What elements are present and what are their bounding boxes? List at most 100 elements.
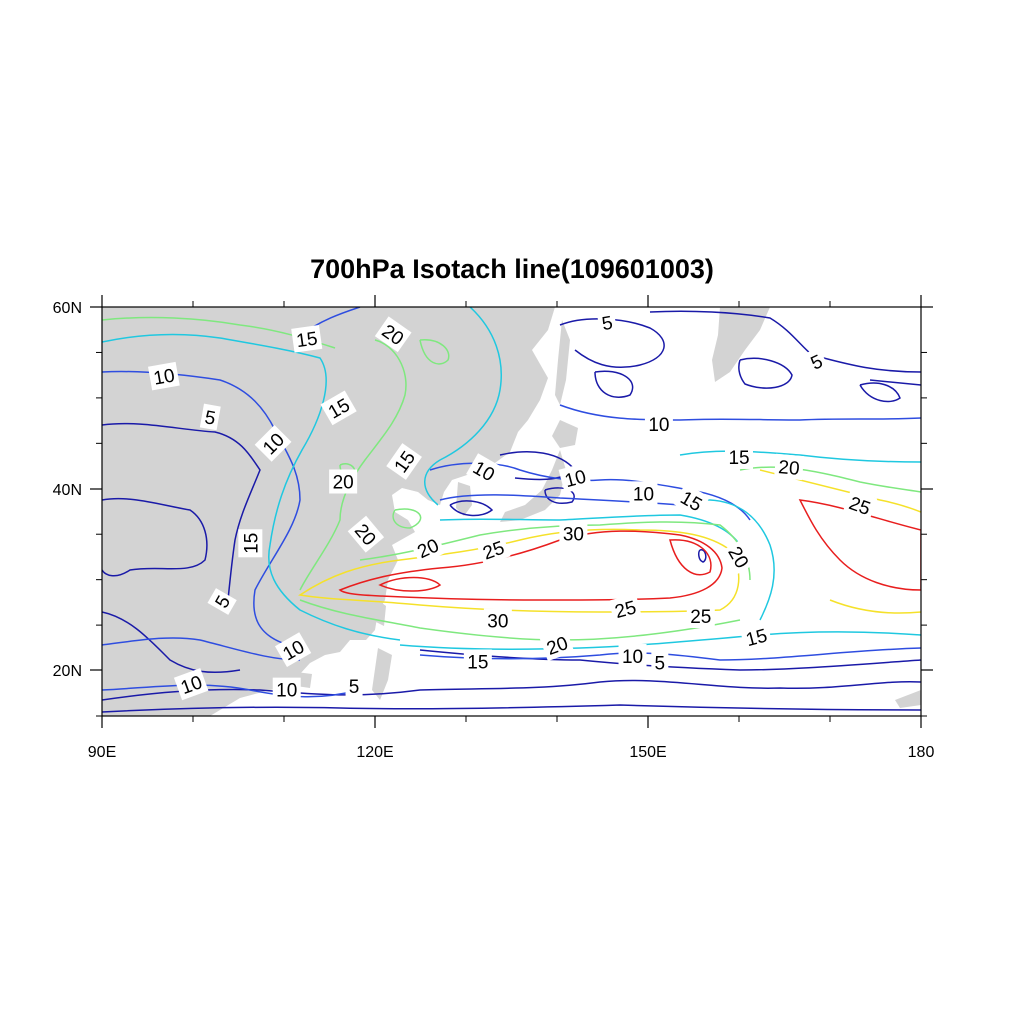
contour-label-box <box>274 632 312 668</box>
contour-label: 20 <box>539 629 575 662</box>
philippines <box>372 648 392 700</box>
contour-label: 10 <box>274 632 312 668</box>
contour-label-box <box>410 531 446 565</box>
contour-label-box <box>238 529 263 558</box>
contour-label-box <box>173 668 209 701</box>
contour-label: 5 <box>803 347 830 377</box>
contour-label: 15 <box>739 621 773 653</box>
contour-label-text: 10 <box>648 415 669 436</box>
contour-label: 15 <box>291 324 323 353</box>
land-layer <box>102 307 921 716</box>
contour-label-text: 25 <box>690 607 711 628</box>
contour-label-box <box>207 588 237 615</box>
contour-label-box <box>618 644 647 669</box>
contour-layer <box>102 307 921 713</box>
contour-label: 20 <box>774 453 805 481</box>
y-tick-label: 60N <box>53 300 82 317</box>
y-tick-label: 40N <box>53 482 82 499</box>
contour-label-text: 20 <box>777 457 800 480</box>
korea <box>456 482 472 516</box>
contour-label-text: 10 <box>622 647 643 668</box>
contour-label-box <box>558 462 592 494</box>
contour-label-text: 30 <box>487 612 508 633</box>
contour-label-box <box>483 608 512 633</box>
contour-label: 25 <box>686 604 715 629</box>
map-title: 700hPa Isotach line(109601003) <box>310 254 714 284</box>
x-tick-label: 120E <box>356 744 393 761</box>
contour-label-text: 15 <box>241 533 262 554</box>
y-tick-label: 20N <box>53 663 82 680</box>
contour-label-text: 5 <box>600 313 614 336</box>
contour-label-box <box>386 443 422 480</box>
contour-label-text: 10 <box>276 681 297 702</box>
contour-label: 10 <box>272 677 301 702</box>
contour-label-box <box>559 521 588 546</box>
contour-label-box <box>842 489 878 522</box>
contour-label: 20 <box>721 538 757 576</box>
contour-label-box <box>254 424 292 462</box>
contour-label-box <box>721 538 757 576</box>
tick-marks <box>90 295 933 728</box>
contour-label-box <box>644 412 673 437</box>
contour-label-text: 15 <box>467 652 488 673</box>
contour-5 <box>102 310 921 713</box>
contour-label: 5 <box>345 674 363 699</box>
contour-label-box <box>463 649 492 674</box>
contour-label-box <box>774 453 805 481</box>
minor-tick-marks <box>96 301 927 722</box>
x-tick-label: 180 <box>908 744 935 761</box>
contour-label: 25 <box>608 593 642 624</box>
contour-label: 10 <box>629 481 658 506</box>
contour-label-box <box>608 593 642 624</box>
contour-15 <box>102 307 921 650</box>
contour-label-text: 5 <box>349 677 360 698</box>
x-tick-label: 150E <box>629 744 666 761</box>
contour-label: 20 <box>329 469 358 494</box>
contour-label-text: 20 <box>333 473 354 494</box>
contour-label: 20 <box>410 531 446 565</box>
contour-label-box <box>199 403 221 431</box>
contour-label: 5 <box>651 650 669 675</box>
aleutian-alaska <box>895 690 921 708</box>
contour-label-box <box>629 481 658 506</box>
contour-label-text: 10 <box>152 365 176 389</box>
japan-honshu <box>500 450 566 522</box>
contour-label-box <box>329 469 358 494</box>
contour-label-text: 10 <box>633 484 654 505</box>
contour-label: 30 <box>483 608 512 633</box>
sakhalin <box>555 320 570 405</box>
contour-label-box <box>347 515 385 553</box>
contour-label-box <box>466 453 503 488</box>
contour-label-box <box>476 533 511 566</box>
contour-label-box <box>272 677 301 702</box>
contour-label-text: 5 <box>203 407 217 430</box>
contour-label: 30 <box>559 521 588 546</box>
contour-label: 5 <box>199 403 221 431</box>
kamchatka <box>712 307 770 382</box>
contour-label: 15 <box>725 444 753 469</box>
x-tick-label: 90E <box>88 744 116 761</box>
contour-label: 10 <box>148 361 180 391</box>
contour-label: 10 <box>644 412 673 437</box>
contour-label-box <box>291 324 323 353</box>
contour-label-text: 15 <box>295 328 319 352</box>
contour-label: 5 <box>596 309 618 336</box>
contour-label: 15 <box>238 529 263 558</box>
contour-label: 15 <box>463 649 492 674</box>
contour-label-box <box>686 604 715 629</box>
japan-hokkaido <box>552 420 578 448</box>
contour-label-text: 15 <box>728 448 749 469</box>
plot-frame <box>101 306 922 717</box>
contour-label-box <box>596 309 618 336</box>
contour-label-box <box>739 621 773 653</box>
contour-label-box <box>725 444 753 469</box>
contour-label-box <box>539 629 575 662</box>
contour-label-box <box>320 390 357 426</box>
contour-label-box <box>673 483 710 518</box>
contour-label-text: 30 <box>563 524 584 545</box>
contour-label: 25 <box>476 533 511 566</box>
contour-label: 5 <box>207 588 237 615</box>
contour-label-text: 5 <box>655 653 666 674</box>
contour-label-box <box>345 674 363 699</box>
